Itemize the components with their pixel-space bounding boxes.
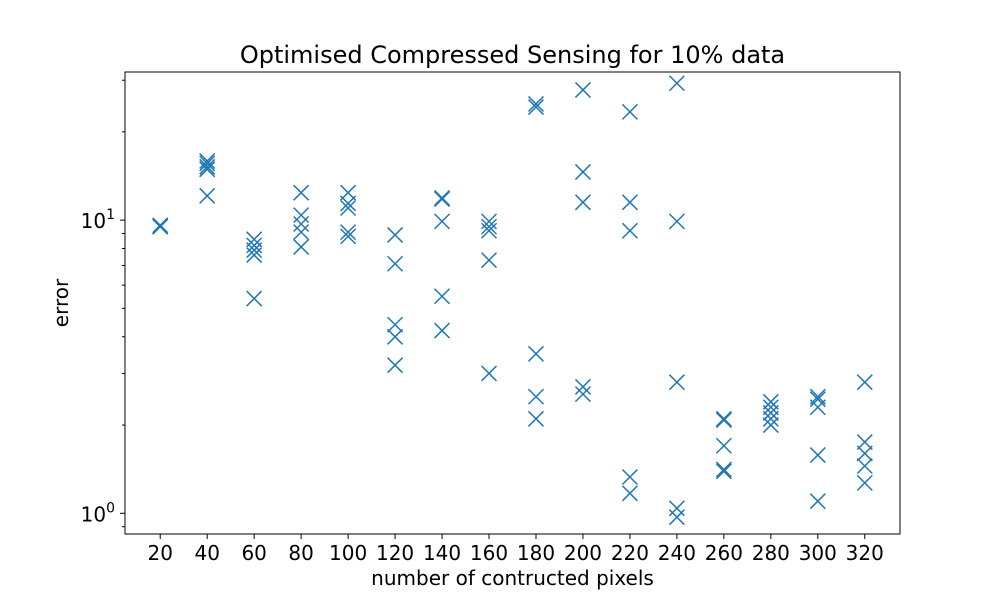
data-point (762, 417, 779, 434)
chart-title: Optimised Compressed Sensing for 10% dat… (240, 41, 785, 69)
x-tick-label: 80 (288, 541, 313, 565)
data-point (387, 255, 404, 272)
x-tick-label: 180 (517, 541, 555, 565)
data-point (574, 194, 591, 211)
data-point (668, 75, 685, 92)
data-point (809, 391, 826, 408)
y-axis-label: error (49, 278, 73, 327)
data-point (387, 357, 404, 374)
data-point (293, 207, 310, 224)
data-point (715, 412, 732, 429)
data-point (621, 468, 638, 486)
data-point (856, 457, 873, 475)
x-tick-label: 120 (376, 541, 414, 565)
data-point (293, 215, 310, 233)
data-point (762, 410, 779, 427)
x-tick-label: 200 (564, 541, 602, 565)
data-point (293, 224, 310, 241)
data-point (434, 191, 451, 208)
data-point (340, 228, 357, 245)
data-point (621, 222, 638, 239)
x-tick-label: 60 (241, 541, 266, 565)
data-point (199, 187, 216, 204)
x-tick-label: 240 (658, 541, 696, 565)
data-point (668, 509, 685, 526)
data-point (809, 447, 826, 464)
data-point (856, 434, 873, 451)
data-point (621, 103, 638, 120)
data-point (809, 493, 826, 510)
x-tick-label: 160 (470, 541, 508, 565)
data-point (527, 410, 545, 427)
data-point (480, 365, 498, 382)
data-point (668, 500, 685, 517)
x-tick-label: 140 (423, 541, 461, 565)
data-point (574, 163, 591, 180)
data-points (152, 75, 873, 526)
data-point (527, 95, 545, 112)
data-point (199, 153, 216, 170)
data-point (668, 374, 685, 391)
data-point (340, 195, 357, 212)
data-point (199, 158, 216, 175)
data-point (621, 194, 638, 211)
data-point (340, 224, 357, 241)
y-major-ticks: 100 101 (81, 207, 125, 526)
data-point (434, 189, 451, 206)
data-point (762, 393, 779, 410)
data-point (715, 463, 732, 480)
data-point (856, 374, 873, 391)
data-point (480, 252, 498, 269)
x-tick-label: 300 (799, 541, 837, 565)
y-tick-label: 101 (81, 207, 115, 233)
data-point (809, 399, 826, 416)
x-tick-label: 220 (611, 541, 649, 565)
x-tick-label: 260 (705, 541, 743, 565)
data-point (715, 461, 732, 478)
x-tick-label: 280 (752, 541, 790, 565)
data-point (762, 399, 779, 416)
data-point (293, 184, 310, 201)
data-point (574, 378, 591, 395)
data-point (668, 213, 685, 230)
x-ticks: 20 40 60 80 100 120 140 160 180 200 220 240 260 280 30… (148, 534, 884, 565)
data-point (480, 222, 498, 239)
x-tick-label: 320 (846, 541, 884, 565)
data-point (246, 242, 263, 259)
data-point (434, 322, 451, 339)
data-point (199, 161, 216, 178)
data-point (434, 213, 451, 230)
data-point (246, 247, 263, 264)
data-point (574, 81, 591, 98)
data-point (527, 388, 545, 405)
data-point (621, 485, 638, 502)
data-point (762, 404, 779, 421)
data-point (715, 437, 732, 454)
data-point (387, 226, 404, 243)
data-point (434, 288, 451, 305)
data-point (856, 474, 873, 491)
data-point (480, 218, 498, 235)
data-point (199, 155, 216, 172)
x-tick-label: 100 (329, 541, 367, 565)
y-tick-label: 100 (81, 500, 115, 526)
data-point (527, 99, 545, 116)
data-point (152, 218, 169, 235)
data-point (340, 199, 357, 217)
data-point (574, 386, 591, 403)
data-point (856, 445, 873, 462)
data-point (387, 328, 404, 345)
data-point (293, 238, 310, 255)
x-tick-label: 20 (148, 541, 173, 565)
data-point (387, 316, 404, 333)
data-point (246, 290, 263, 307)
data-point (527, 345, 545, 362)
x-tick-label: 40 (194, 541, 219, 565)
x-axis-label: number of contructed pixels (371, 566, 654, 590)
plot-frame (124, 71, 901, 535)
data-point (715, 410, 732, 427)
data-point (152, 217, 169, 234)
